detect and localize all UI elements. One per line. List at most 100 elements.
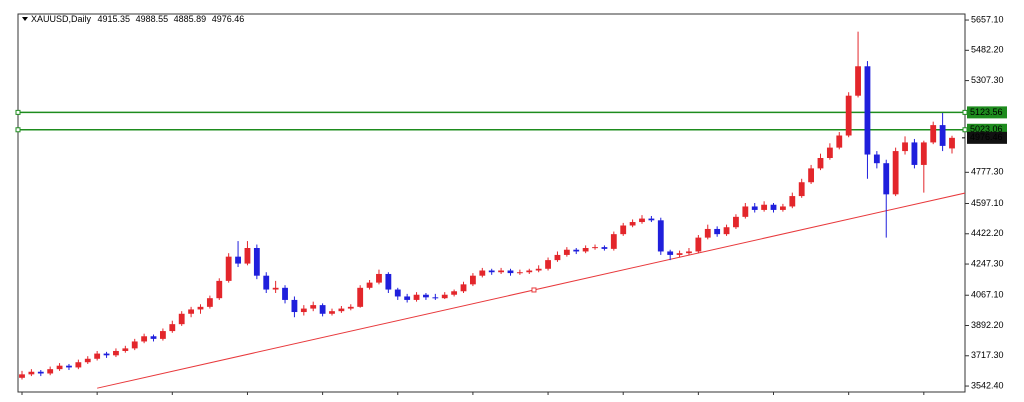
header-arrow xyxy=(22,17,28,21)
price-label: 4976.46 xyxy=(970,132,1003,142)
close: 4976.46 xyxy=(212,14,245,24)
candle-body xyxy=(469,275,476,285)
candle-body xyxy=(695,237,702,252)
candle-body xyxy=(197,306,204,310)
candle-body xyxy=(329,311,335,314)
price-label-box xyxy=(967,131,1007,144)
candle-body xyxy=(873,154,880,164)
candle-body xyxy=(779,206,786,210)
candle-body xyxy=(864,66,871,155)
y-tick-label: 5657.10 xyxy=(971,14,1004,24)
candle-body xyxy=(150,336,157,339)
candle-body xyxy=(657,220,664,252)
candle-body xyxy=(648,218,655,221)
candle-body xyxy=(366,282,373,288)
candle-body xyxy=(836,135,843,148)
level-label: 5023.06 xyxy=(970,124,1003,134)
candle-body xyxy=(507,270,514,274)
candle-body xyxy=(582,248,589,252)
candle-body xyxy=(639,218,645,223)
candle-body xyxy=(357,287,364,307)
candle-body xyxy=(714,228,721,235)
candle-body xyxy=(122,348,129,351)
symbol: XAUUSD,Daily xyxy=(31,14,92,24)
candle-body xyxy=(667,251,674,255)
candle-body xyxy=(902,142,908,152)
candle-body xyxy=(620,225,627,235)
candle-body xyxy=(563,249,570,255)
y-tick-label: 3542.40 xyxy=(971,380,1004,390)
candle-body xyxy=(272,287,279,290)
candle-body xyxy=(930,125,937,143)
candle-body xyxy=(545,260,551,269)
y-tick-label: 4777.30 xyxy=(971,167,1004,177)
candle-body xyxy=(56,365,63,370)
y-tick-label: 5307.30 xyxy=(971,75,1004,85)
open: 4915.35 xyxy=(98,14,131,24)
plot-frame xyxy=(17,13,966,393)
candle-body xyxy=(66,365,72,368)
candle-body xyxy=(629,222,636,226)
y-tick-label: 3717.30 xyxy=(971,350,1004,360)
candle-body xyxy=(826,147,833,158)
y-tick-label: 4597.10 xyxy=(971,198,1004,208)
candle-body xyxy=(188,309,195,314)
level-handle xyxy=(15,109,21,115)
candle-body xyxy=(855,66,861,96)
candle-body xyxy=(385,273,392,290)
candle-body xyxy=(103,353,110,356)
candle-body xyxy=(892,151,899,195)
candle-body xyxy=(535,268,542,271)
candle-body xyxy=(394,289,401,297)
candle-body xyxy=(178,313,185,325)
candle-body xyxy=(282,287,288,300)
trendline-handle xyxy=(531,287,537,293)
candle-body xyxy=(94,353,101,359)
candle-body xyxy=(516,272,523,274)
candle-body xyxy=(526,270,533,273)
y-tick-label: 4247.30 xyxy=(971,258,1004,268)
candle-body xyxy=(883,163,890,195)
candle-body xyxy=(253,248,260,276)
candle-body xyxy=(723,227,730,235)
candle-body xyxy=(310,305,317,309)
candle-body xyxy=(404,296,411,300)
candle-body xyxy=(592,247,598,249)
candle-body xyxy=(113,350,119,356)
candle-body xyxy=(460,284,467,292)
candle-body xyxy=(845,95,852,136)
header: XAUUSD,Daily 4915.35 4988.55 4885.89 497… xyxy=(31,14,244,24)
candle-body xyxy=(704,228,711,238)
candle-body xyxy=(244,248,251,264)
candle-body xyxy=(319,305,326,314)
candle-body xyxy=(347,306,354,309)
candle-body xyxy=(141,336,148,342)
candle-body xyxy=(216,280,223,299)
candle-body xyxy=(19,374,25,378)
candle-body xyxy=(235,256,241,264)
candle-body xyxy=(733,216,739,228)
candle-body xyxy=(159,331,166,339)
level-handle xyxy=(962,127,968,133)
candle-body xyxy=(169,324,176,332)
candle-body xyxy=(413,294,420,300)
candle-body xyxy=(789,196,796,207)
candle-body xyxy=(47,369,54,374)
level-label: 5123.56 xyxy=(970,107,1003,117)
candle-body xyxy=(300,308,307,313)
candle-body xyxy=(798,182,805,197)
candle-body xyxy=(479,270,486,276)
y-tick-label: 4422.20 xyxy=(971,228,1004,238)
high: 4988.55 xyxy=(136,14,169,24)
candle-body xyxy=(75,362,82,368)
candle-body xyxy=(939,125,946,146)
candle-body xyxy=(206,298,213,307)
y-tick-label: 3892.20 xyxy=(971,320,1004,330)
candle-body xyxy=(911,142,918,165)
y-tick-label: 4067.10 xyxy=(971,290,1004,300)
candle-body xyxy=(451,291,458,295)
candle-body xyxy=(84,358,91,363)
candle-body xyxy=(949,137,955,149)
candle-body xyxy=(742,206,749,217)
